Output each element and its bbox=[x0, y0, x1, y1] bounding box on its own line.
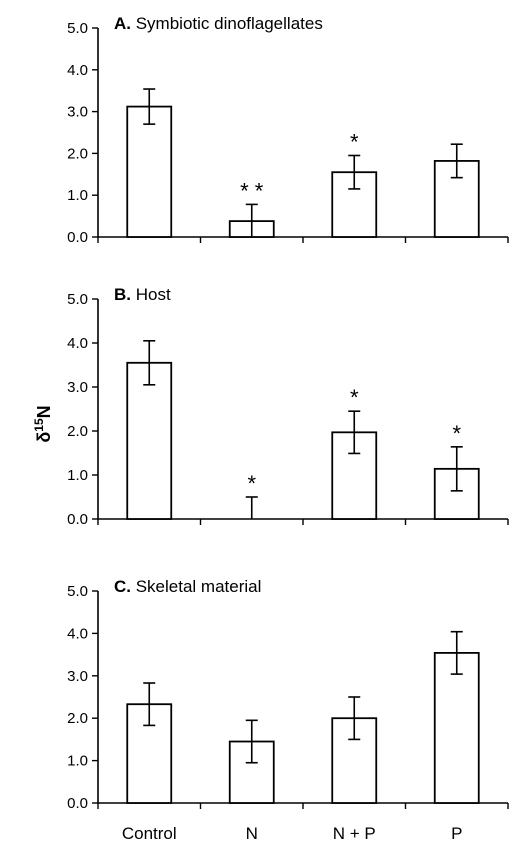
y-tick-label: 5.0 bbox=[67, 20, 88, 37]
significance-marker: * bbox=[350, 129, 359, 154]
x-category-label: N bbox=[246, 824, 258, 843]
panel-letter: B. bbox=[114, 285, 131, 304]
y-tick-label: 1.0 bbox=[67, 187, 88, 204]
bar-control bbox=[127, 363, 171, 519]
y-tick-label: 2.0 bbox=[67, 145, 88, 162]
y-tick-label: 5.0 bbox=[67, 583, 88, 600]
y-tick-label: 4.0 bbox=[67, 335, 88, 352]
panel-title: B. Host bbox=[114, 285, 171, 304]
significance-marker: * bbox=[247, 471, 256, 496]
panel-title: A. Symbiotic dinoflagellates bbox=[114, 14, 323, 33]
bar-p bbox=[435, 653, 479, 803]
y-tick-label: 0.0 bbox=[67, 511, 88, 528]
y-tick-label: 3.0 bbox=[67, 104, 88, 121]
significance-marker: * bbox=[452, 421, 461, 446]
panel-letter: C. bbox=[114, 577, 131, 596]
y-tick-label: 4.0 bbox=[67, 625, 88, 642]
y-tick-label: 2.0 bbox=[67, 423, 88, 440]
panel-letter: A. bbox=[114, 14, 131, 33]
chart-panel-1: 0.0 1.0 2.0 3.0 4.0 5.0 A. Symbiotic dinoflage… bbox=[67, 14, 508, 246]
y-tick-label: 4.0 bbox=[67, 62, 88, 79]
x-category-label: P bbox=[451, 824, 462, 843]
panel-title-text: Symbiotic dinoflagellates bbox=[131, 14, 323, 33]
x-category-label: Control bbox=[122, 824, 177, 843]
y-tick-label: 2.0 bbox=[67, 710, 88, 727]
panel-title-text: Host bbox=[131, 285, 171, 304]
y-tick-label: 1.0 bbox=[67, 467, 88, 484]
chart-panel-3: 0.0 1.0 2.0 3.0 4.0 5.0 C. Skeletal material Co… bbox=[67, 577, 508, 843]
y-tick-label: 3.0 bbox=[67, 379, 88, 396]
significance-marker: * * bbox=[240, 178, 264, 203]
y-tick-label: 5.0 bbox=[67, 291, 88, 308]
y-tick-label: 0.0 bbox=[67, 795, 88, 812]
y-tick-label: 1.0 bbox=[67, 753, 88, 770]
y-tick-label: 3.0 bbox=[67, 668, 88, 685]
y-tick-label: 0.0 bbox=[67, 229, 88, 246]
bar-control bbox=[127, 107, 171, 237]
x-category-label: N + P bbox=[333, 824, 376, 843]
panel-title-text: Skeletal material bbox=[131, 577, 261, 596]
significance-marker: * bbox=[350, 385, 359, 410]
y-axis-label: δ15N bbox=[32, 405, 54, 442]
chart-panel-2: 0.0 1.0 2.0 3.0 4.0 5.0 B. Host * * * bbox=[67, 285, 508, 528]
panel-title: C. Skeletal material bbox=[114, 577, 261, 596]
